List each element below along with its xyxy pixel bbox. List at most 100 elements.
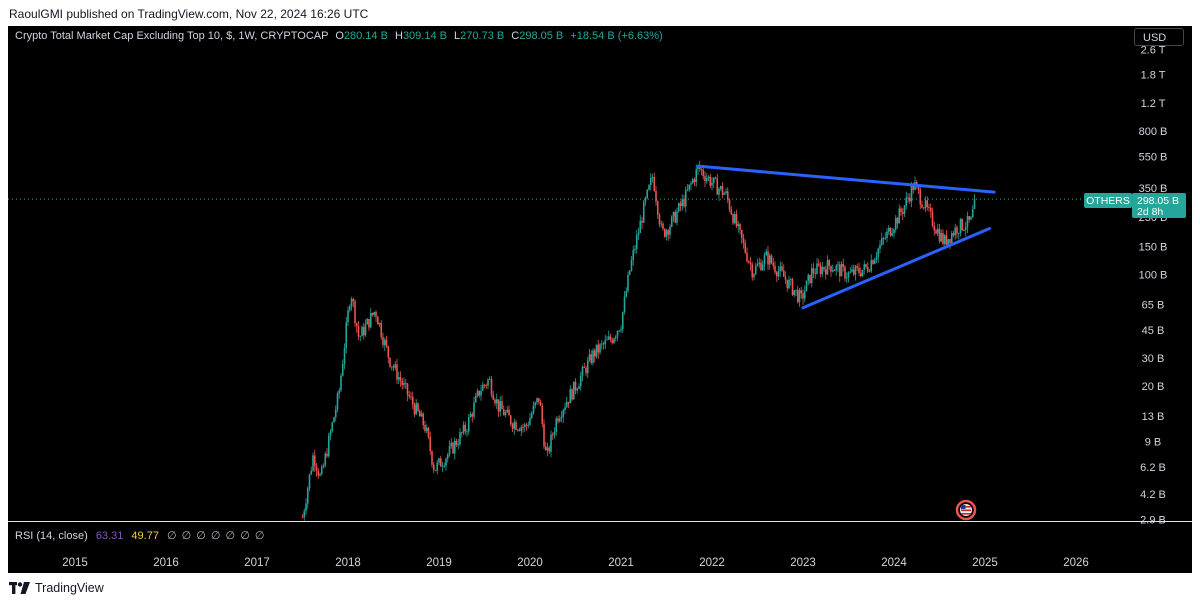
candle-down — [817, 259, 820, 267]
candle-down — [382, 332, 384, 348]
candle-up — [436, 459, 439, 475]
candle-down — [509, 414, 512, 427]
candle-up — [914, 176, 916, 191]
rsi-value: 63.31 — [95, 530, 124, 542]
candle-down — [926, 196, 929, 211]
candle-up — [306, 486, 309, 509]
candle-up — [957, 232, 960, 240]
candle-down — [455, 438, 458, 448]
candle-down — [791, 277, 794, 296]
chart-panel[interactable]: 2.6 T 1.8 T 1.2 T 800 B 550 B 350 B 230 B 150 B… — [8, 26, 1192, 573]
candle-down — [842, 258, 845, 272]
candle-up — [383, 337, 386, 352]
candle-down — [401, 378, 404, 390]
x-tick-label: 2015 — [62, 557, 88, 569]
candle-down — [865, 263, 867, 269]
trendline-upper — [696, 164, 996, 194]
candle-up — [886, 228, 888, 243]
candle-down — [931, 207, 934, 228]
candle-down — [819, 261, 822, 278]
us-flag-event-icon[interactable] — [955, 499, 977, 521]
candle-up — [331, 421, 334, 433]
candle-up — [807, 273, 810, 286]
close-value: 298.05 B — [519, 30, 564, 42]
rsi-legend[interactable]: RSI (14, close) 63.31 49.77 ∅ ∅ ∅ ∅ ∅ ∅ … — [15, 529, 265, 542]
candle-up — [884, 232, 887, 241]
x-tick-label: 2016 — [153, 557, 179, 569]
candle-up — [403, 377, 405, 389]
candle-down — [823, 266, 825, 272]
candle-up — [536, 397, 538, 405]
candle-down — [609, 333, 612, 343]
candle-up — [579, 371, 582, 391]
candle-up — [870, 254, 873, 273]
candle-down — [571, 388, 573, 402]
high-label: H — [394, 30, 403, 42]
candle-down — [376, 315, 379, 325]
candle-down — [735, 209, 738, 228]
candle-up — [847, 271, 850, 283]
candle-down — [928, 203, 930, 212]
candle-down — [434, 469, 437, 472]
candle-up — [627, 271, 629, 293]
candle-up — [361, 325, 363, 337]
candle-up — [572, 381, 575, 400]
candle-up — [350, 296, 353, 311]
symbol-legend[interactable]: Crypto Total Market Cap Excluding Top 10… — [15, 30, 663, 42]
candle-down — [497, 399, 500, 418]
candle-up — [553, 427, 556, 439]
candle-up — [887, 224, 890, 235]
candle-up — [954, 223, 957, 240]
candle-down — [683, 194, 685, 209]
candle-up — [564, 402, 566, 415]
candle-up — [821, 261, 824, 277]
candle-up — [569, 385, 572, 404]
candle-down — [872, 259, 874, 265]
candle-up — [880, 232, 883, 247]
last-price-text: 298.05 B — [1137, 195, 1179, 207]
candle-up — [303, 508, 306, 521]
publication-bar: RaoulGMI published on TradingView.com, N… — [0, 0, 1200, 26]
tradingview-brand[interactable]: TradingView — [9, 581, 104, 595]
y-tick-label: 20 B — [1142, 381, 1165, 393]
candle-up — [849, 267, 852, 274]
candle-up — [684, 186, 687, 213]
candle-up — [665, 228, 668, 241]
candle-up — [795, 289, 797, 297]
candle-down — [417, 402, 419, 413]
symbol-badge-text: OTHERS — [1086, 195, 1130, 207]
candle-up — [606, 335, 608, 341]
y-tick-label: 1.8 T — [1141, 70, 1166, 82]
candle-up — [343, 343, 346, 370]
y-tick-label: 800 B — [1139, 126, 1168, 138]
candle-down — [352, 297, 355, 308]
candle-down — [739, 223, 741, 235]
candle-down — [326, 448, 328, 458]
candle-up — [441, 461, 444, 473]
candle-up — [623, 290, 626, 315]
candle-down — [357, 321, 360, 341]
candle-down — [700, 167, 703, 176]
candle-down — [315, 463, 318, 477]
currency-button[interactable]: USD — [1134, 28, 1184, 46]
candle-down — [602, 341, 605, 350]
candle-down — [844, 265, 846, 282]
candle-down — [432, 462, 435, 474]
candle-up — [642, 199, 645, 223]
candle-down — [919, 184, 922, 210]
candle-down — [901, 207, 904, 221]
candle-down — [896, 216, 899, 229]
candle-up — [348, 304, 351, 313]
candle-up — [777, 266, 780, 281]
candle-down — [824, 265, 827, 280]
candle-up — [840, 261, 843, 277]
candle-up — [761, 260, 764, 271]
candle-down — [730, 205, 733, 216]
candle-down — [492, 390, 495, 401]
candle-up — [754, 262, 757, 276]
candle-up — [851, 264, 853, 273]
candle-down — [380, 319, 383, 340]
candle-up — [628, 270, 631, 276]
